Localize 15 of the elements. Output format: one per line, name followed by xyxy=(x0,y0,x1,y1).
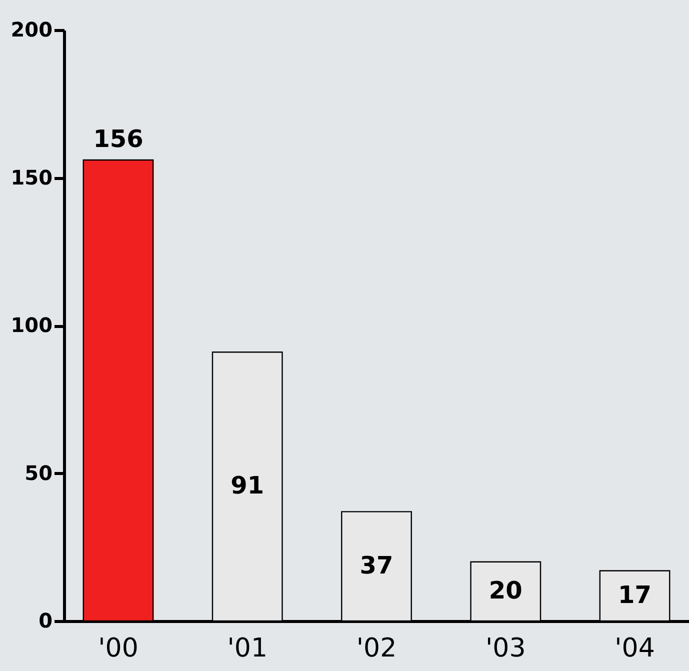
x-tick-label: '03 xyxy=(486,634,526,664)
x-tick-label: '00 xyxy=(98,634,138,664)
y-tick-label: 100 xyxy=(10,313,52,337)
x-tick-label: '02 xyxy=(356,634,397,664)
y-tick-label: 200 xyxy=(10,18,52,42)
x-tick-label: '01 xyxy=(227,634,268,664)
data-label: 37 xyxy=(360,551,394,580)
data-label: 156 xyxy=(93,125,144,154)
y-tick-label: 50 xyxy=(24,460,52,485)
x-tick-label: '04 xyxy=(614,634,655,664)
data-label: 17 xyxy=(618,580,652,609)
data-label: 91 xyxy=(230,472,264,500)
y-tick-label: 150 xyxy=(10,165,52,190)
data-label: 20 xyxy=(488,576,522,604)
y-tick-label: 0 xyxy=(38,608,52,632)
